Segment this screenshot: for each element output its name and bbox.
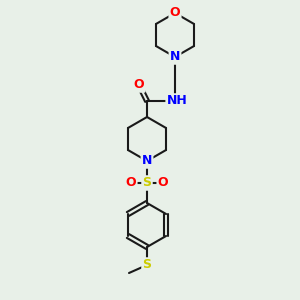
Text: O: O: [126, 176, 136, 190]
Text: N: N: [142, 154, 152, 167]
Text: O: O: [134, 79, 144, 92]
Text: N: N: [170, 50, 180, 64]
Text: O: O: [170, 7, 180, 20]
Text: S: S: [142, 176, 152, 190]
Text: O: O: [158, 176, 168, 190]
Text: S: S: [142, 259, 152, 272]
Text: NH: NH: [167, 94, 188, 107]
